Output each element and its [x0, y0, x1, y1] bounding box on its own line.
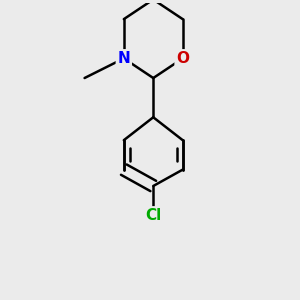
Text: O: O: [176, 51, 189, 66]
Text: N: N: [118, 51, 130, 66]
Text: Cl: Cl: [145, 208, 161, 223]
